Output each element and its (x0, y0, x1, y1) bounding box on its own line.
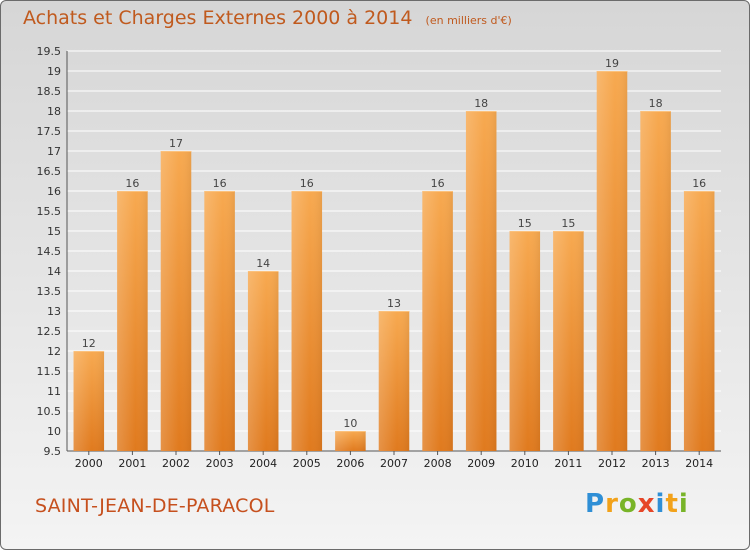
x-tick-label: 2009 (467, 457, 495, 470)
data-label: 15 (561, 217, 575, 230)
y-tick-label: 17.5 (37, 125, 62, 138)
commune-name: SAINT-JEAN-DE-PARACOL (35, 495, 275, 517)
y-tick-label: 18 (47, 105, 61, 118)
bar-chart: 9.5 10 10.5 11 11.5 12 12.5 13 13.5 14 14.5 15 15.5 1… (37, 45, 721, 470)
bar-shading (378, 311, 410, 451)
x-tick-label: 2011 (554, 457, 582, 470)
data-label: 18 (649, 97, 663, 110)
title-row: Achats et Charges Externes 2000 à 2014 (… (23, 7, 512, 29)
data-label: 16 (300, 177, 314, 190)
bar-shading (160, 151, 192, 451)
logo-letter: x (637, 489, 656, 519)
y-tick-label: 12 (47, 345, 61, 358)
x-tick-label: 2008 (424, 457, 452, 470)
bar-shading (553, 231, 584, 451)
data-label: 12 (82, 337, 96, 350)
data-label: 16 (431, 177, 445, 190)
logo-letter: i (678, 489, 689, 519)
y-tick-label: 10.5 (37, 405, 62, 418)
bars (73, 71, 715, 451)
bar-shading (640, 111, 671, 451)
y-tick-label: 10 (47, 425, 61, 438)
data-label: 14 (256, 257, 270, 270)
y-tick-label: 13.5 (37, 285, 62, 298)
x-tick-label: 2014 (685, 457, 713, 470)
bar-shading (596, 71, 628, 451)
logo-letter: t (665, 489, 679, 519)
bar-shading (465, 111, 497, 451)
chart-title: Achats et Charges Externes 2000 à 2014 (23, 7, 413, 29)
x-tick-label: 2013 (642, 457, 670, 470)
y-tick-label: 14.5 (37, 245, 62, 258)
y-tick-label: 16 (47, 185, 61, 198)
bar-shading (247, 271, 279, 451)
y-tick-label: 16.5 (37, 165, 62, 178)
data-label: 17 (169, 137, 183, 150)
data-label: 10 (343, 417, 357, 430)
y-tick-label: 17 (47, 145, 61, 158)
data-label: 13 (387, 297, 401, 310)
logo-letter: o (618, 489, 638, 519)
y-tick-label: 11.5 (37, 365, 62, 378)
x-tick-label: 2012 (598, 457, 626, 470)
bar-shading (335, 431, 366, 451)
x-tick-label: 2005 (293, 457, 321, 470)
y-tick-label: 9.5 (44, 445, 62, 458)
data-label: 15 (518, 217, 532, 230)
x-tick-label: 2004 (249, 457, 277, 470)
logo-letter: r (605, 489, 619, 519)
x-tick-label: 2003 (206, 457, 234, 470)
data-label: 16 (125, 177, 139, 190)
bar-shading (683, 191, 715, 451)
x-tick-label: 2006 (336, 457, 364, 470)
y-tick-label: 15 (47, 225, 61, 238)
y-tick-label: 18.5 (37, 85, 62, 98)
x-tick-label: 2010 (511, 457, 539, 470)
chart-subtitle: (en milliers d'€) (425, 14, 512, 27)
data-label: 19 (605, 57, 619, 70)
bar-shading (291, 191, 323, 451)
bar-shading (204, 191, 235, 451)
logo-letter: P (585, 489, 606, 519)
bar-shading (73, 351, 105, 451)
y-tick-label: 13 (47, 305, 61, 318)
logo-letter: i (655, 489, 666, 519)
y-tick-label: 11 (47, 385, 61, 398)
data-label: 18 (474, 97, 488, 110)
y-tick-label: 12.5 (37, 325, 62, 338)
bar-shading (509, 231, 541, 451)
y-tick-label: 14 (47, 265, 61, 278)
data-labels: 12 16 17 16 14 16 10 13 16 18 15 15 19 18 16 (82, 57, 706, 430)
y-tick-label: 19.5 (37, 45, 62, 58)
x-tick-label: 2002 (162, 457, 190, 470)
x-tick-label: 2001 (118, 457, 146, 470)
bar-shading (422, 191, 453, 451)
y-tick-label: 19 (47, 65, 61, 78)
y-tick-label: 15.5 (37, 205, 62, 218)
x-tick-label: 2007 (380, 457, 408, 470)
bar-shading (117, 191, 148, 451)
x-tick-label: 2000 (75, 457, 103, 470)
proxiti-logo: Proxiti (585, 489, 689, 519)
data-label: 16 (692, 177, 706, 190)
data-label: 16 (213, 177, 227, 190)
